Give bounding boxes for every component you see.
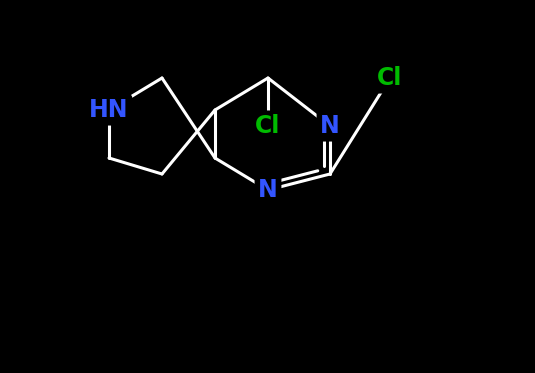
Text: Cl: Cl: [255, 114, 281, 138]
Text: Cl: Cl: [377, 66, 403, 90]
Text: HN: HN: [89, 98, 129, 122]
Text: N: N: [320, 114, 340, 138]
Text: N: N: [258, 178, 278, 202]
